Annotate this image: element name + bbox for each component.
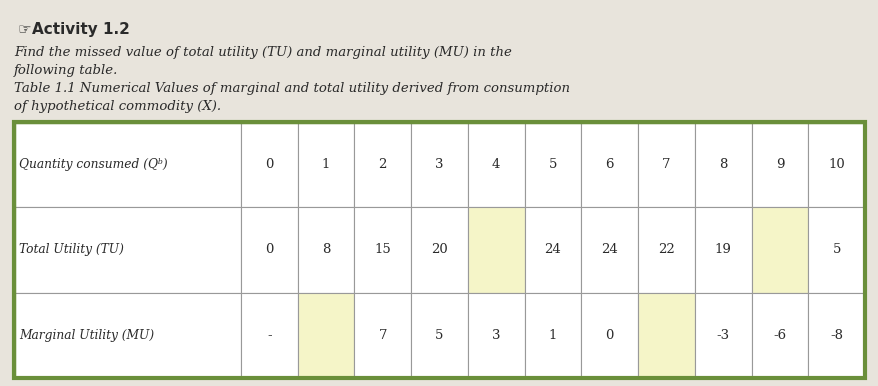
Bar (637, 207, 694, 293)
Text: 1: 1 (548, 329, 557, 342)
Text: Marginal Utility (MU): Marginal Utility (MU) (19, 329, 154, 342)
Bar (14, 207, 241, 293)
Bar (354, 293, 411, 378)
Text: 3: 3 (435, 158, 443, 171)
Bar (694, 293, 751, 378)
Text: 5: 5 (548, 158, 557, 171)
Text: 0: 0 (265, 158, 273, 171)
Text: -: - (267, 329, 271, 342)
Text: 10: 10 (827, 158, 844, 171)
Bar (637, 122, 694, 207)
Bar (808, 122, 864, 207)
Bar (524, 207, 580, 293)
Text: 2: 2 (378, 158, 386, 171)
Bar (751, 293, 808, 378)
Bar (241, 122, 298, 207)
Bar (14, 122, 241, 207)
Text: 8: 8 (718, 158, 726, 171)
Text: ☞: ☞ (18, 22, 32, 37)
Bar (808, 293, 864, 378)
Bar (354, 122, 411, 207)
Bar (524, 293, 580, 378)
Text: 5: 5 (831, 244, 840, 257)
Bar (354, 207, 411, 293)
Text: 4: 4 (492, 158, 500, 171)
Text: 19: 19 (714, 244, 730, 257)
Bar (694, 122, 751, 207)
Text: 5: 5 (435, 329, 443, 342)
Text: -6: -6 (773, 329, 786, 342)
Bar (298, 293, 354, 378)
Text: 20: 20 (430, 244, 448, 257)
Text: 3: 3 (492, 329, 500, 342)
Text: 7: 7 (378, 329, 386, 342)
Text: 0: 0 (605, 329, 613, 342)
Bar (15, 123, 863, 377)
Bar (14, 293, 241, 378)
Bar (808, 207, 864, 293)
Bar (751, 207, 808, 293)
Text: 8: 8 (321, 244, 330, 257)
Bar (411, 122, 467, 207)
Bar (241, 207, 298, 293)
Text: Quantity consumed (Qᵇ): Quantity consumed (Qᵇ) (19, 158, 168, 171)
Bar (467, 122, 524, 207)
Text: 6: 6 (605, 158, 613, 171)
Bar (467, 207, 524, 293)
Text: 1: 1 (321, 158, 330, 171)
Bar (637, 293, 694, 378)
Text: 15: 15 (374, 244, 391, 257)
Text: Activity 1.2: Activity 1.2 (32, 22, 130, 37)
Text: 7: 7 (661, 158, 670, 171)
Bar (411, 293, 467, 378)
Text: 9: 9 (774, 158, 783, 171)
Bar (298, 122, 354, 207)
Bar (298, 207, 354, 293)
Bar (14, 122, 864, 378)
Bar (241, 293, 298, 378)
Bar (411, 207, 467, 293)
Bar (751, 122, 808, 207)
Text: 0: 0 (265, 244, 273, 257)
Bar (524, 122, 580, 207)
Bar (467, 293, 524, 378)
Text: -8: -8 (829, 329, 842, 342)
Text: of hypothetical commodity (X).: of hypothetical commodity (X). (14, 100, 221, 113)
Text: -3: -3 (716, 329, 729, 342)
Text: following table.: following table. (14, 64, 119, 77)
Text: Total Utility (TU): Total Utility (TU) (19, 244, 124, 257)
Text: Find the missed value of total utility (TU) and marginal utility (MU) in the: Find the missed value of total utility (… (14, 46, 511, 59)
Text: 24: 24 (544, 244, 561, 257)
Text: Table 1.1 Numerical Values of marginal and total utility derived from consumptio: Table 1.1 Numerical Values of marginal a… (14, 82, 569, 95)
Bar (580, 207, 637, 293)
Text: 24: 24 (601, 244, 617, 257)
Bar (580, 122, 637, 207)
Bar (694, 207, 751, 293)
Text: 22: 22 (658, 244, 674, 257)
Bar (580, 293, 637, 378)
